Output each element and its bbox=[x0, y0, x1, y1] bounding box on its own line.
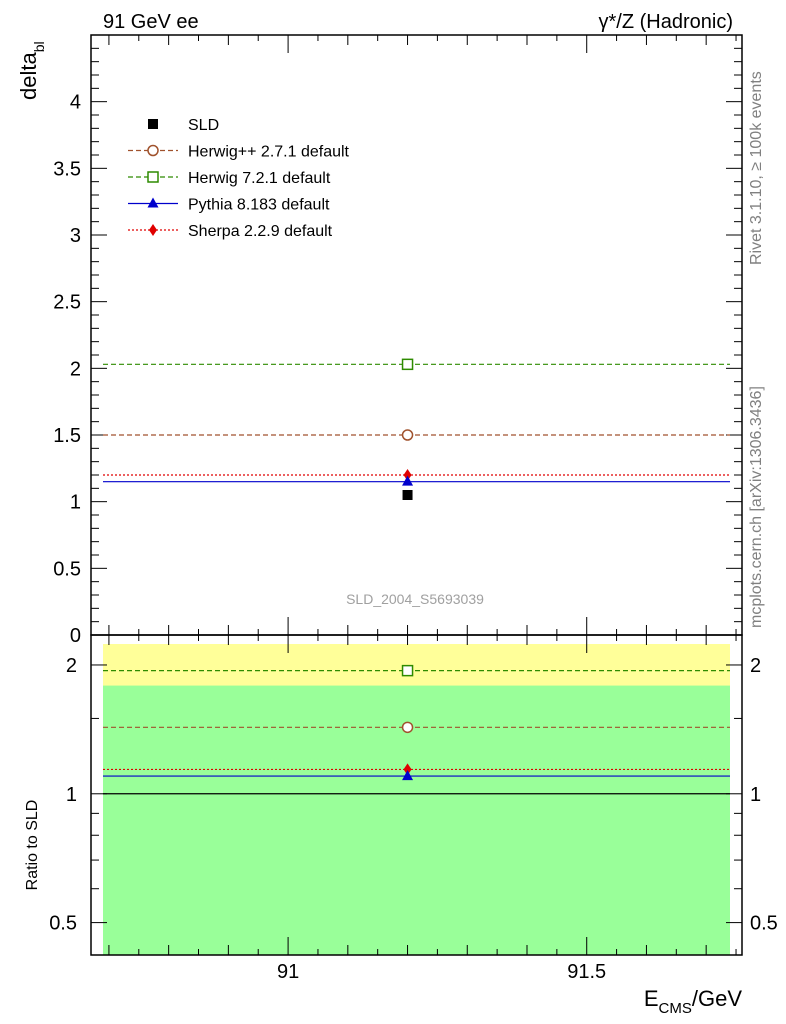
ratio-y-tick-label-right: 1 bbox=[750, 784, 761, 806]
x-axis-title-rest: /GeV bbox=[692, 986, 742, 1011]
legend-marker-sherpa bbox=[149, 224, 157, 236]
x-tick-label: 91.5 bbox=[567, 961, 606, 983]
main-point-herwig7 bbox=[401, 358, 414, 371]
main-y-tick-label: 1 bbox=[70, 492, 81, 514]
legend-marker-pythia bbox=[147, 197, 159, 208]
ratio-bands bbox=[103, 644, 730, 955]
main-y-tick-label: 3 bbox=[70, 225, 81, 247]
x-tick-label: 91 bbox=[277, 961, 299, 983]
legend-label-sld: SLD bbox=[188, 117, 219, 134]
x-axis-title: ECMS/GeV bbox=[644, 986, 742, 1017]
x-axis-title-base: E bbox=[644, 986, 659, 1011]
ratio-point-herwig++ bbox=[401, 721, 414, 734]
main-y-tick-label: 0 bbox=[70, 625, 81, 647]
ratio-point-sherpa bbox=[403, 763, 412, 776]
ratio-y-tick-label-right: 2 bbox=[750, 655, 761, 677]
legend-label-herwig7: Herwig 7.2.1 default bbox=[188, 170, 331, 187]
main-y-tick-label: 2 bbox=[70, 358, 81, 380]
main-y-tick-label: 1.5 bbox=[53, 425, 81, 447]
right-title: γ*/Z (Hadronic) bbox=[599, 11, 733, 33]
ratio-plot-frame bbox=[90, 634, 743, 956]
ratio-band-green bbox=[103, 685, 730, 955]
legend-label-herwig++: Herwig++ 2.7.1 default bbox=[188, 144, 350, 161]
rivet-label: Rivet 3.1.10, ≥ 100k events bbox=[748, 71, 765, 265]
main-y-tick-label: 4 bbox=[70, 92, 81, 114]
main-y-axis-title: deltabl bbox=[16, 41, 47, 100]
ratio-y-tick-label-right: 0.5 bbox=[750, 913, 778, 935]
ratio-y-tick-label: 1 bbox=[66, 784, 77, 806]
ratio-y-tick-label: 2 bbox=[66, 655, 77, 677]
main-y-tick-label: 2.5 bbox=[53, 292, 81, 314]
left-title: 91 GeV ee bbox=[103, 11, 199, 33]
legend-label-sherpa: Sherpa 2.2.9 default bbox=[188, 223, 333, 240]
series-layer bbox=[103, 358, 730, 795]
main-y-axis-title-base: delta bbox=[16, 52, 41, 100]
main-point-herwig++ bbox=[401, 429, 414, 441]
legend-marker-herwig++ bbox=[147, 144, 159, 157]
main-y-tick-label: 0.5 bbox=[53, 558, 81, 580]
main-point-sld bbox=[402, 490, 413, 500]
axis-ticks: 0 0.5 1 1.5 2 2.5 3 3.5 4 91 91.5 0.5 0.5 1 1 2 2 bbox=[49, 35, 778, 983]
analysis-watermark: SLD_2004_S5693039 bbox=[346, 591, 484, 607]
ratio-point-pythia bbox=[402, 770, 414, 781]
legend-marker-herwig7 bbox=[147, 171, 159, 183]
main-y-tick-label: 3.5 bbox=[53, 158, 81, 180]
ratio-y-tick-label: 0.5 bbox=[49, 913, 77, 935]
ratio-y-axis-title: Ratio to SLD bbox=[24, 800, 41, 891]
legend-marker-sld bbox=[148, 119, 158, 129]
legend-label-pythia: Pythia 8.183 default bbox=[188, 197, 330, 214]
main-point-sherpa bbox=[403, 469, 412, 481]
legend: SLD Herwig++ 2.7.1 default Herwig 7.2.1 de… bbox=[128, 117, 350, 240]
ratio-point-herwig7 bbox=[401, 664, 414, 677]
x-axis-title-sub: CMS bbox=[659, 1000, 692, 1017]
main-point-pythia bbox=[402, 475, 414, 486]
main-y-axis-title-sub: bl bbox=[31, 41, 47, 52]
mcplots-label: mcplots.cern.ch [arXiv:1306.3436] bbox=[748, 386, 765, 628]
